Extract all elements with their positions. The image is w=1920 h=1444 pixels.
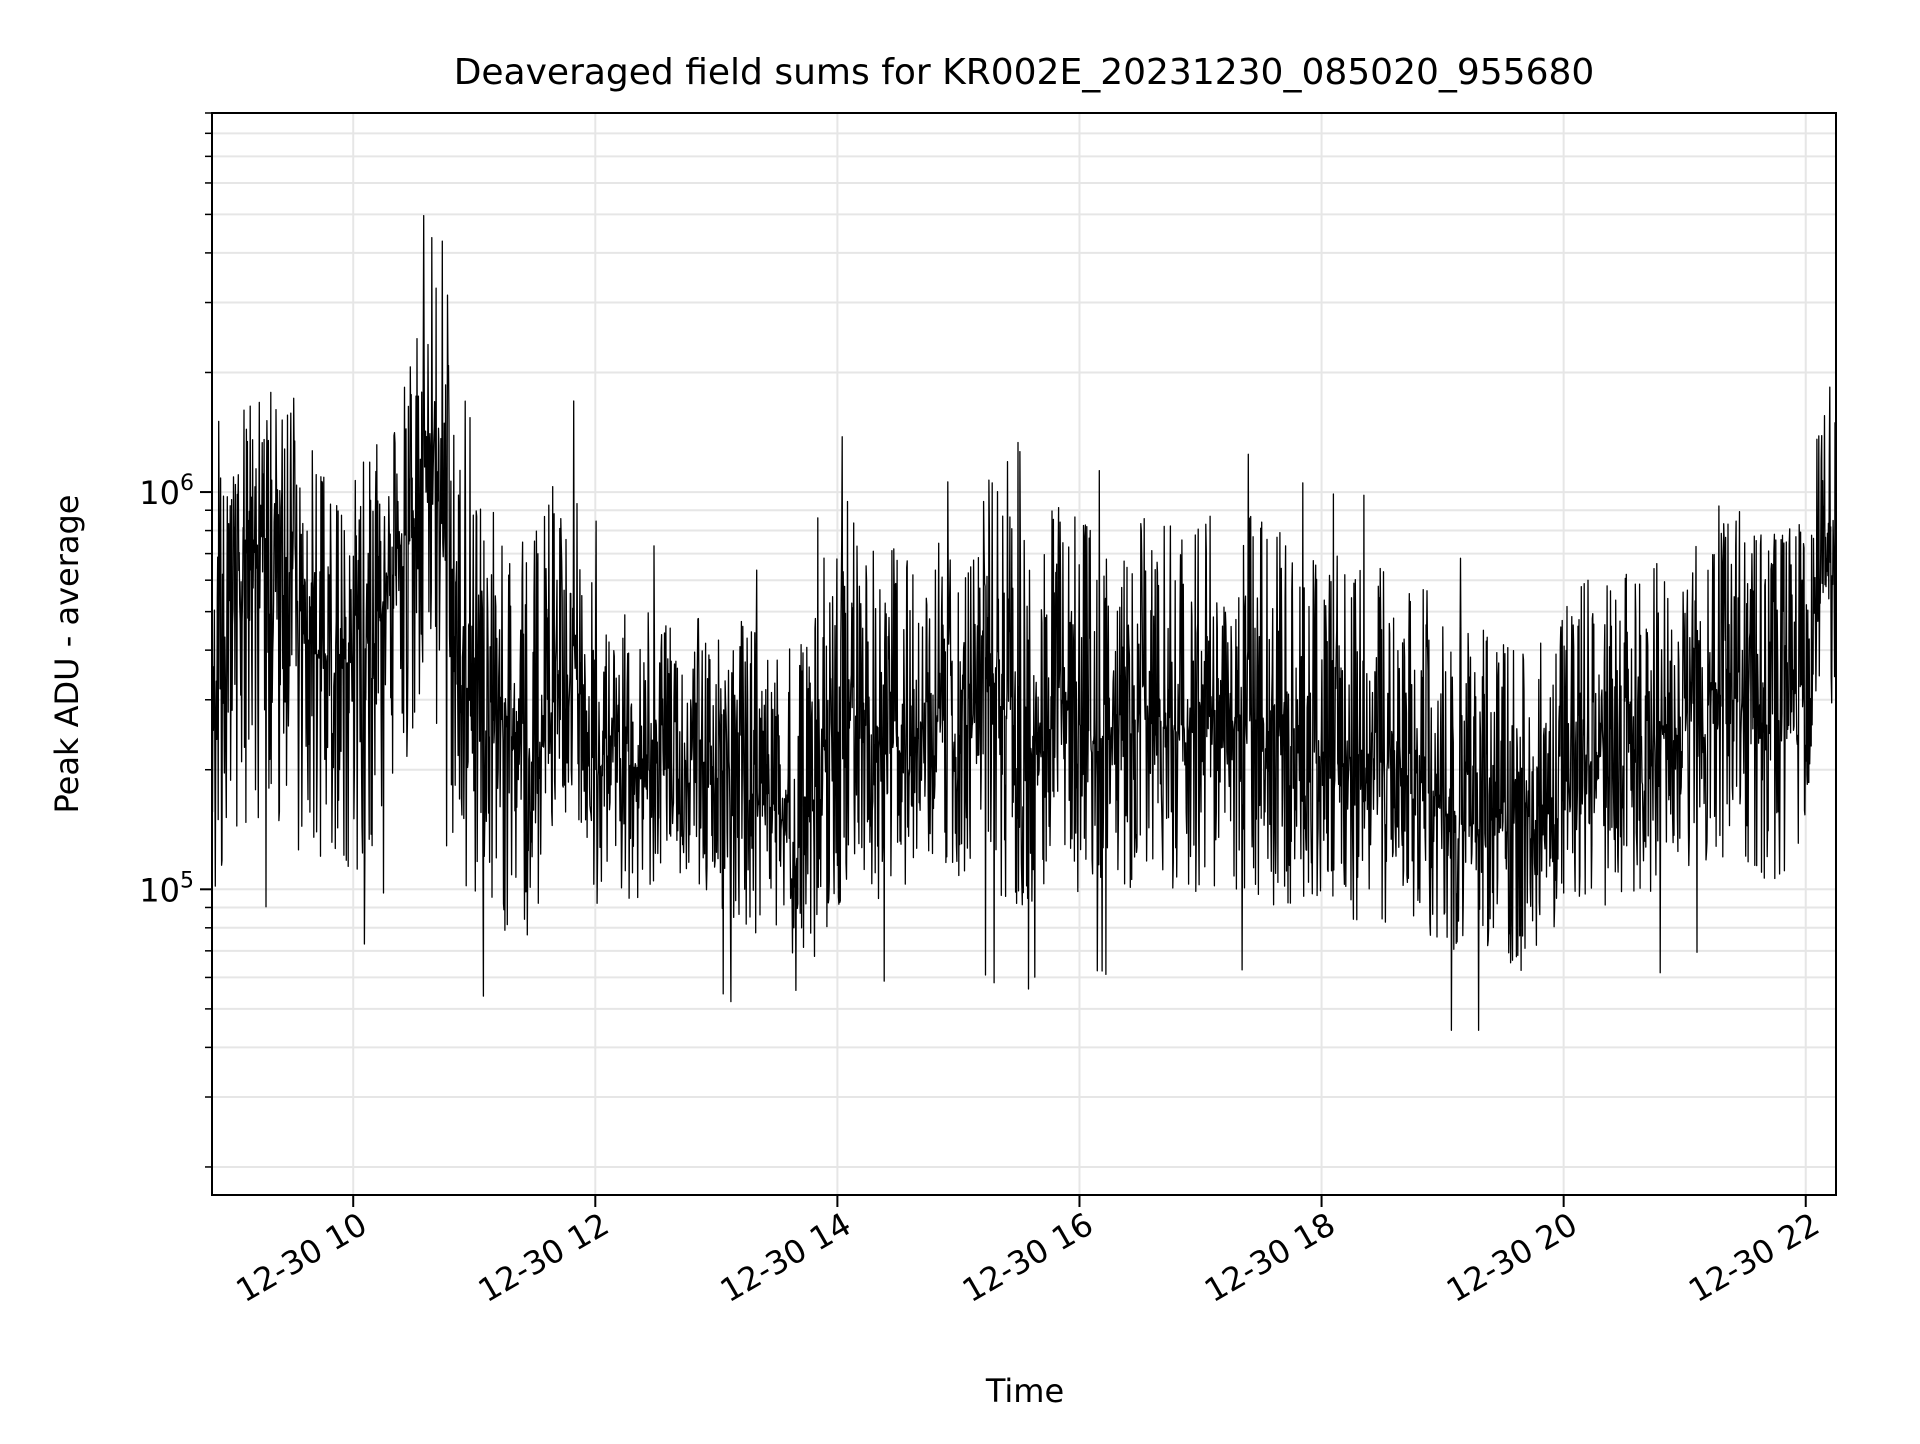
series-line — [211, 214, 1837, 1031]
x-tick-label: 12-30 10 — [230, 1205, 374, 1310]
x-tick-label: 12-30 14 — [714, 1205, 858, 1310]
y-axis-label: Peak ADU - average — [48, 495, 86, 814]
y-tick-label: 106 — [139, 471, 194, 512]
y-tick-label: 105 — [139, 868, 194, 909]
x-tick-label: 12-30 16 — [956, 1205, 1100, 1310]
x-tick-label: 12-30 18 — [1198, 1205, 1342, 1310]
y-tick-base: 10 — [139, 474, 180, 512]
y-tick-exponent: 5 — [180, 868, 194, 893]
y-tick-base: 10 — [139, 871, 180, 909]
x-axis-label: Time — [985, 1372, 1064, 1410]
y-tick-exponent: 6 — [180, 471, 194, 496]
x-tick-label: 12-30 20 — [1440, 1205, 1584, 1310]
plot-frame — [211, 112, 1837, 1196]
chart-title: Deaveraged field sums for KR002E_2023123… — [454, 52, 1595, 93]
x-tick-label: 12-30 12 — [472, 1205, 616, 1310]
x-tick-label: 12-30 22 — [1682, 1205, 1826, 1310]
data-layer — [211, 214, 1837, 1031]
